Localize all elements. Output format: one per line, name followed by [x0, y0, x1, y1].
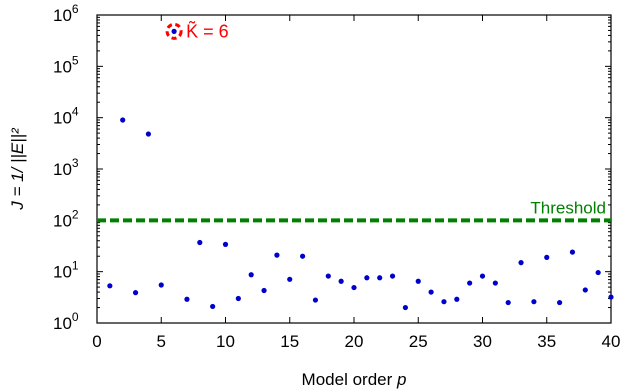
data-point — [441, 299, 447, 305]
y-tick-label: 101 — [53, 259, 79, 282]
data-point — [145, 131, 151, 137]
x-axis-label: Model order p — [302, 370, 407, 389]
x-tick-label: 20 — [345, 332, 364, 351]
data-point — [492, 280, 498, 286]
data-point — [184, 296, 190, 302]
data-point — [479, 273, 486, 279]
y-tick-exponent: 5 — [72, 53, 79, 67]
data-point — [287, 276, 293, 282]
data-point — [569, 249, 576, 255]
y-tick-exponent: 6 — [72, 2, 79, 16]
data-point — [544, 254, 550, 260]
y-tick-exponent: 2 — [72, 207, 79, 221]
annotation-group: K̃ = 6 — [165, 20, 229, 41]
y-tick-base: 10 — [53, 109, 72, 128]
data-point — [428, 289, 434, 295]
x-axis-label-var: p — [396, 370, 406, 389]
y-axis-label: J = 1/ ||E||² — [8, 127, 27, 211]
y-tick-base: 10 — [53, 160, 72, 179]
data-point — [467, 280, 473, 286]
data-point — [210, 303, 216, 310]
x-tick-label: 35 — [537, 332, 556, 351]
data-point — [158, 282, 164, 288]
data-point — [505, 299, 511, 306]
data-point — [351, 284, 357, 291]
x-tick-label: 0 — [92, 332, 101, 351]
annotation-marker — [165, 22, 183, 40]
data-point — [261, 287, 267, 294]
y-tick-exponent: 4 — [72, 105, 79, 119]
data-point — [120, 117, 126, 123]
y-tick-base: 10 — [53, 211, 72, 230]
x-tick-label: 30 — [473, 332, 492, 351]
data-point — [364, 275, 370, 281]
plot-frame — [96, 14, 612, 324]
data-point — [531, 299, 537, 305]
y-tick-base: 10 — [53, 57, 72, 76]
data-point — [518, 260, 524, 266]
x-axis-label-text: Model order — [302, 370, 397, 389]
y-tick-label: 104 — [53, 105, 79, 128]
y-tick-exponent: 0 — [72, 310, 79, 324]
y-tick-exponent: 3 — [72, 156, 79, 170]
data-point — [300, 253, 306, 259]
annotation-text: K̃ = 6 — [186, 20, 229, 41]
x-tick-label: 40 — [602, 332, 621, 351]
data-point — [274, 252, 280, 258]
y-tick-label: 103 — [53, 156, 79, 179]
y-tick-label: 106 — [53, 2, 79, 25]
y-tick-label: 100 — [53, 310, 79, 333]
data-point — [608, 294, 614, 300]
axes — [96, 14, 612, 324]
data-point — [235, 295, 241, 302]
data-point — [389, 273, 396, 279]
data-point — [454, 296, 460, 302]
data-point — [248, 272, 254, 278]
y-tick-base: 10 — [53, 6, 72, 25]
data-point — [377, 275, 383, 281]
x-tick-label: 5 — [157, 332, 166, 351]
threshold-group: Threshold — [97, 198, 611, 223]
x-tick-label: 15 — [280, 332, 299, 351]
annotation-ring — [165, 22, 183, 40]
data-point — [197, 239, 203, 246]
annotation-point — [171, 28, 177, 34]
data-point — [132, 290, 139, 296]
data-point — [595, 269, 601, 276]
data-point — [338, 278, 344, 284]
y-tick-base: 10 — [53, 263, 72, 282]
data-point — [415, 278, 421, 284]
y-tick-base: 10 — [53, 314, 72, 333]
data-point — [402, 304, 408, 311]
data-point — [557, 299, 563, 306]
data-points — [107, 117, 614, 311]
threshold-label: Threshold — [530, 198, 606, 217]
data-point — [312, 297, 319, 303]
data-point — [222, 241, 229, 247]
data-point — [107, 283, 113, 289]
y-tick-exponent: 1 — [72, 259, 79, 273]
y-tick-label: 105 — [53, 53, 79, 76]
data-point — [582, 287, 588, 293]
x-tick-label: 25 — [409, 332, 428, 351]
y-tick-label: 102 — [53, 207, 79, 230]
data-point — [325, 273, 331, 279]
x-tick-label: 10 — [216, 332, 235, 351]
